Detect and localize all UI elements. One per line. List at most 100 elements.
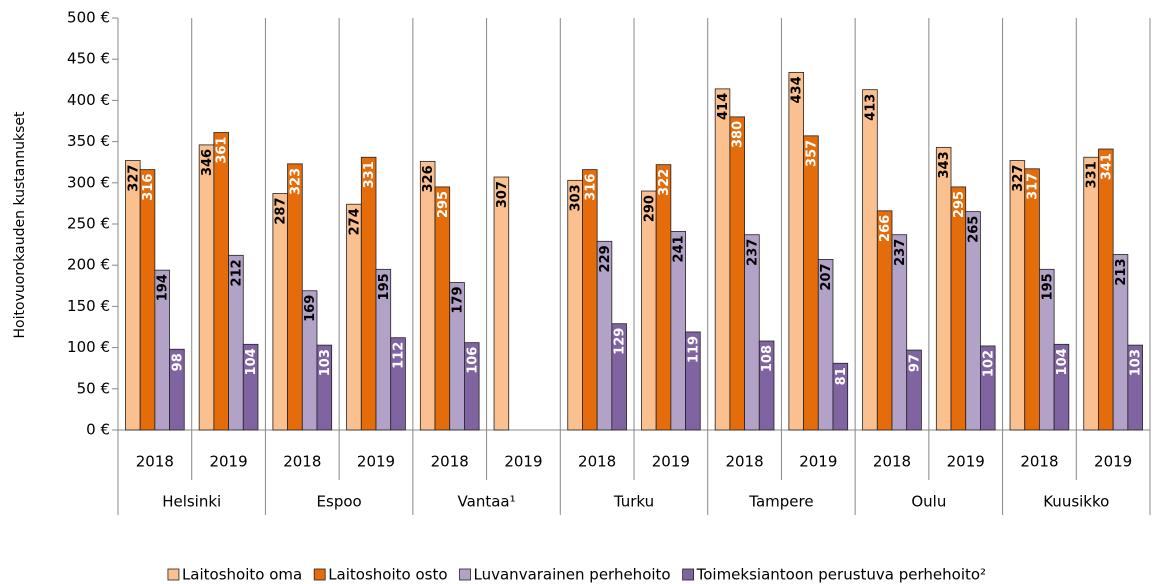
value-label: 98: [170, 353, 185, 371]
value-label: 327: [1011, 165, 1026, 192]
bar: [1112, 254, 1129, 431]
bar: [714, 88, 731, 431]
value-label: 108: [760, 345, 775, 372]
bar: [876, 210, 893, 431]
legend-swatch: [459, 568, 471, 581]
y-tick-label: 400 €: [67, 91, 110, 109]
x-tick-label: 2019: [799, 453, 837, 471]
value-label: 322: [657, 169, 672, 196]
x-tick-label: 2019: [652, 453, 690, 471]
bar: [611, 323, 627, 431]
value-label: 331: [1085, 161, 1100, 188]
value-label: 343: [937, 151, 952, 178]
legend-label: Laitoshoito oma: [182, 566, 302, 584]
bar: [213, 132, 229, 431]
bar: [906, 349, 922, 431]
x-tick-label: 2018: [431, 453, 469, 471]
value-label: 346: [200, 149, 215, 176]
value-label: 237: [893, 239, 908, 266]
x-tick-label: 2018: [283, 453, 321, 471]
y-tick-label: 300 €: [67, 173, 110, 191]
value-label: 361: [215, 137, 230, 164]
legend-swatch: [313, 568, 326, 581]
value-label: 307: [495, 181, 510, 208]
value-label: 265: [967, 216, 982, 243]
legend-label: Laitoshoito osto: [328, 566, 447, 584]
value-label: 213: [1114, 258, 1129, 285]
value-label: 104: [1055, 348, 1070, 375]
bar: [169, 348, 185, 431]
bar: [434, 186, 451, 431]
value-label: 317: [1026, 173, 1041, 200]
bar: [803, 135, 819, 431]
legend-label: Toimeksiantoon perustuva perhehoito²: [696, 566, 986, 584]
value-label: 327: [126, 165, 141, 192]
bar: [980, 345, 996, 431]
bar: [228, 254, 244, 431]
value-label: 357: [804, 140, 819, 167]
bar: [817, 259, 834, 431]
value-label: 413: [863, 94, 878, 121]
bar: [950, 186, 967, 431]
value-label: 295: [952, 191, 967, 218]
value-label: 97: [908, 354, 923, 372]
value-label: 237: [745, 239, 760, 266]
value-label: 81: [834, 367, 849, 385]
x-tick-label: 2018: [725, 453, 763, 471]
value-label: 316: [141, 174, 156, 201]
bar: [139, 169, 156, 431]
x-tick-label: 2019: [947, 453, 985, 471]
bar: [1098, 148, 1114, 431]
value-label: 195: [1040, 273, 1055, 300]
group-label: Kuusikko: [1043, 493, 1109, 511]
x-tick-label: 2018: [873, 453, 911, 471]
y-tick-label: 0 €: [86, 421, 110, 439]
bar: [316, 344, 333, 431]
value-label: 106: [465, 347, 480, 374]
bar: [788, 71, 804, 431]
y-tick-label: 350 €: [67, 132, 110, 150]
y-tick-label: 200 €: [67, 256, 110, 274]
bar: [582, 169, 598, 431]
bar: [1083, 156, 1099, 431]
y-tick-label: 450 €: [67, 50, 110, 68]
value-label: 414: [716, 93, 731, 120]
bar: [272, 193, 288, 431]
legend-swatch: [167, 568, 180, 581]
x-tick-label: 2018: [136, 453, 174, 471]
group-label: Helsinki: [162, 493, 221, 511]
value-label: 274: [347, 208, 362, 235]
value-label: 112: [392, 342, 407, 369]
group-label: Oulu: [911, 493, 946, 511]
bar: [1127, 344, 1143, 431]
bar: [125, 160, 141, 431]
value-label: 229: [598, 245, 613, 272]
legend-swatch: [682, 568, 695, 581]
bar: [1009, 160, 1026, 431]
bar: [464, 342, 480, 431]
bar: [567, 179, 583, 431]
bar: [360, 156, 377, 431]
value-label: 303: [569, 184, 584, 211]
bar: [862, 89, 878, 431]
value-label: 290: [642, 195, 657, 222]
value-label: 295: [436, 191, 451, 218]
bar: [198, 144, 215, 431]
bar: [641, 190, 657, 431]
value-label: 103: [1129, 349, 1144, 376]
value-label: 434: [790, 76, 805, 103]
value-label: 102: [981, 350, 996, 377]
bar: [729, 116, 745, 431]
bar: [670, 231, 686, 431]
group-label: Tampere: [748, 493, 813, 511]
value-label: 207: [819, 263, 834, 290]
bar: [758, 340, 775, 431]
value-label: 212: [229, 259, 244, 286]
bar: [744, 234, 760, 431]
value-label: 380: [731, 121, 746, 148]
value-label: 316: [583, 174, 598, 201]
x-tick-label: 2019: [357, 453, 395, 471]
value-label: 331: [362, 161, 377, 188]
bar: [419, 160, 436, 431]
value-label: 104: [244, 348, 259, 375]
